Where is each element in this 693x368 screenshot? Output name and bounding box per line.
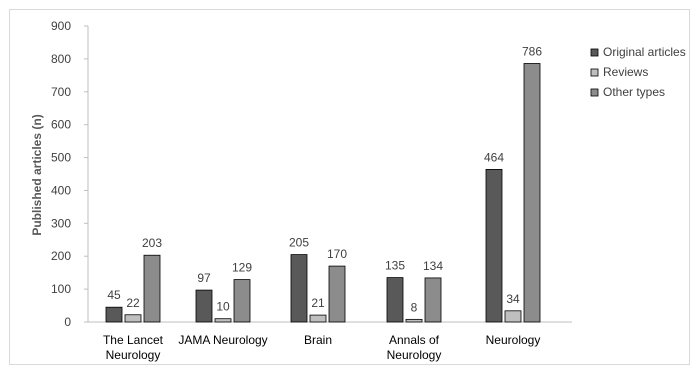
data-label: 10: [216, 300, 230, 314]
bar-reviews: [124, 314, 142, 323]
bar-reviews: [214, 318, 232, 323]
data-label: 786: [522, 44, 542, 58]
y-tick-label: 900: [51, 19, 71, 33]
data-label: 464: [484, 150, 504, 164]
legend-swatch: [590, 48, 599, 57]
x-category-label: Annals of Neurology: [387, 333, 442, 362]
data-label: 170: [327, 247, 347, 261]
legend-label: Other types: [603, 85, 665, 99]
chart-frame: [9, 9, 690, 365]
legend-label: Original articles: [603, 45, 686, 59]
bar-other-types: [523, 63, 541, 323]
bar-original-articles: [386, 277, 404, 323]
data-label: 22: [126, 296, 140, 310]
y-axis-title: Published articles (n): [30, 114, 44, 235]
bar-reviews: [504, 310, 522, 323]
bar-other-types: [424, 277, 442, 323]
bar-original-articles: [195, 289, 213, 323]
data-label: 34: [506, 292, 520, 306]
bars: 45 97 205 135 464 22 10 21 8 34 203 129 170 134 786: [105, 44, 542, 323]
data-label: 8: [411, 300, 418, 314]
y-tick-label: 0: [64, 315, 71, 329]
x-category-label: Neurology: [486, 333, 541, 347]
x-category-label: The Lancet Neurology: [103, 333, 164, 362]
y-tick-label: 800: [51, 52, 71, 66]
x-category-label: JAMA Neurology: [178, 333, 267, 347]
bar-reviews: [309, 314, 327, 323]
data-label: 97: [197, 271, 211, 285]
data-label: 45: [107, 288, 121, 302]
x-axis: The Lancet Neurology JAMA Neurology Brain An…: [88, 321, 572, 362]
bar-original-articles: [485, 168, 503, 323]
data-label: 205: [289, 236, 309, 250]
bar-other-types: [143, 254, 161, 323]
y-tick-label: 100: [51, 282, 71, 296]
legend-label: Reviews: [603, 65, 648, 79]
data-label: 203: [142, 236, 162, 250]
y-tick-label: 200: [51, 249, 71, 263]
legend-swatch: [590, 68, 599, 77]
data-label: 135: [385, 259, 405, 273]
y-tick-label: 500: [51, 151, 71, 165]
data-label: 21: [311, 296, 325, 310]
bar-other-types: [328, 265, 346, 323]
bar-reviews: [405, 318, 423, 323]
bar-other-types: [233, 279, 251, 323]
data-label: 134: [423, 259, 443, 273]
y-axis: 0 100 200 300 400 500 600 700 800 900: [51, 19, 89, 329]
data-label: 129: [232, 261, 252, 275]
bar-original-articles: [290, 254, 308, 323]
legend: Original articles Reviews Other types: [590, 45, 686, 99]
y-tick-label: 400: [51, 183, 71, 197]
x-category-label: Brain: [304, 333, 332, 347]
y-tick-label: 700: [51, 85, 71, 99]
y-tick-label: 300: [51, 216, 71, 230]
bar-original-articles: [105, 306, 123, 323]
y-tick-label: 600: [51, 118, 71, 132]
legend-swatch: [590, 88, 599, 97]
